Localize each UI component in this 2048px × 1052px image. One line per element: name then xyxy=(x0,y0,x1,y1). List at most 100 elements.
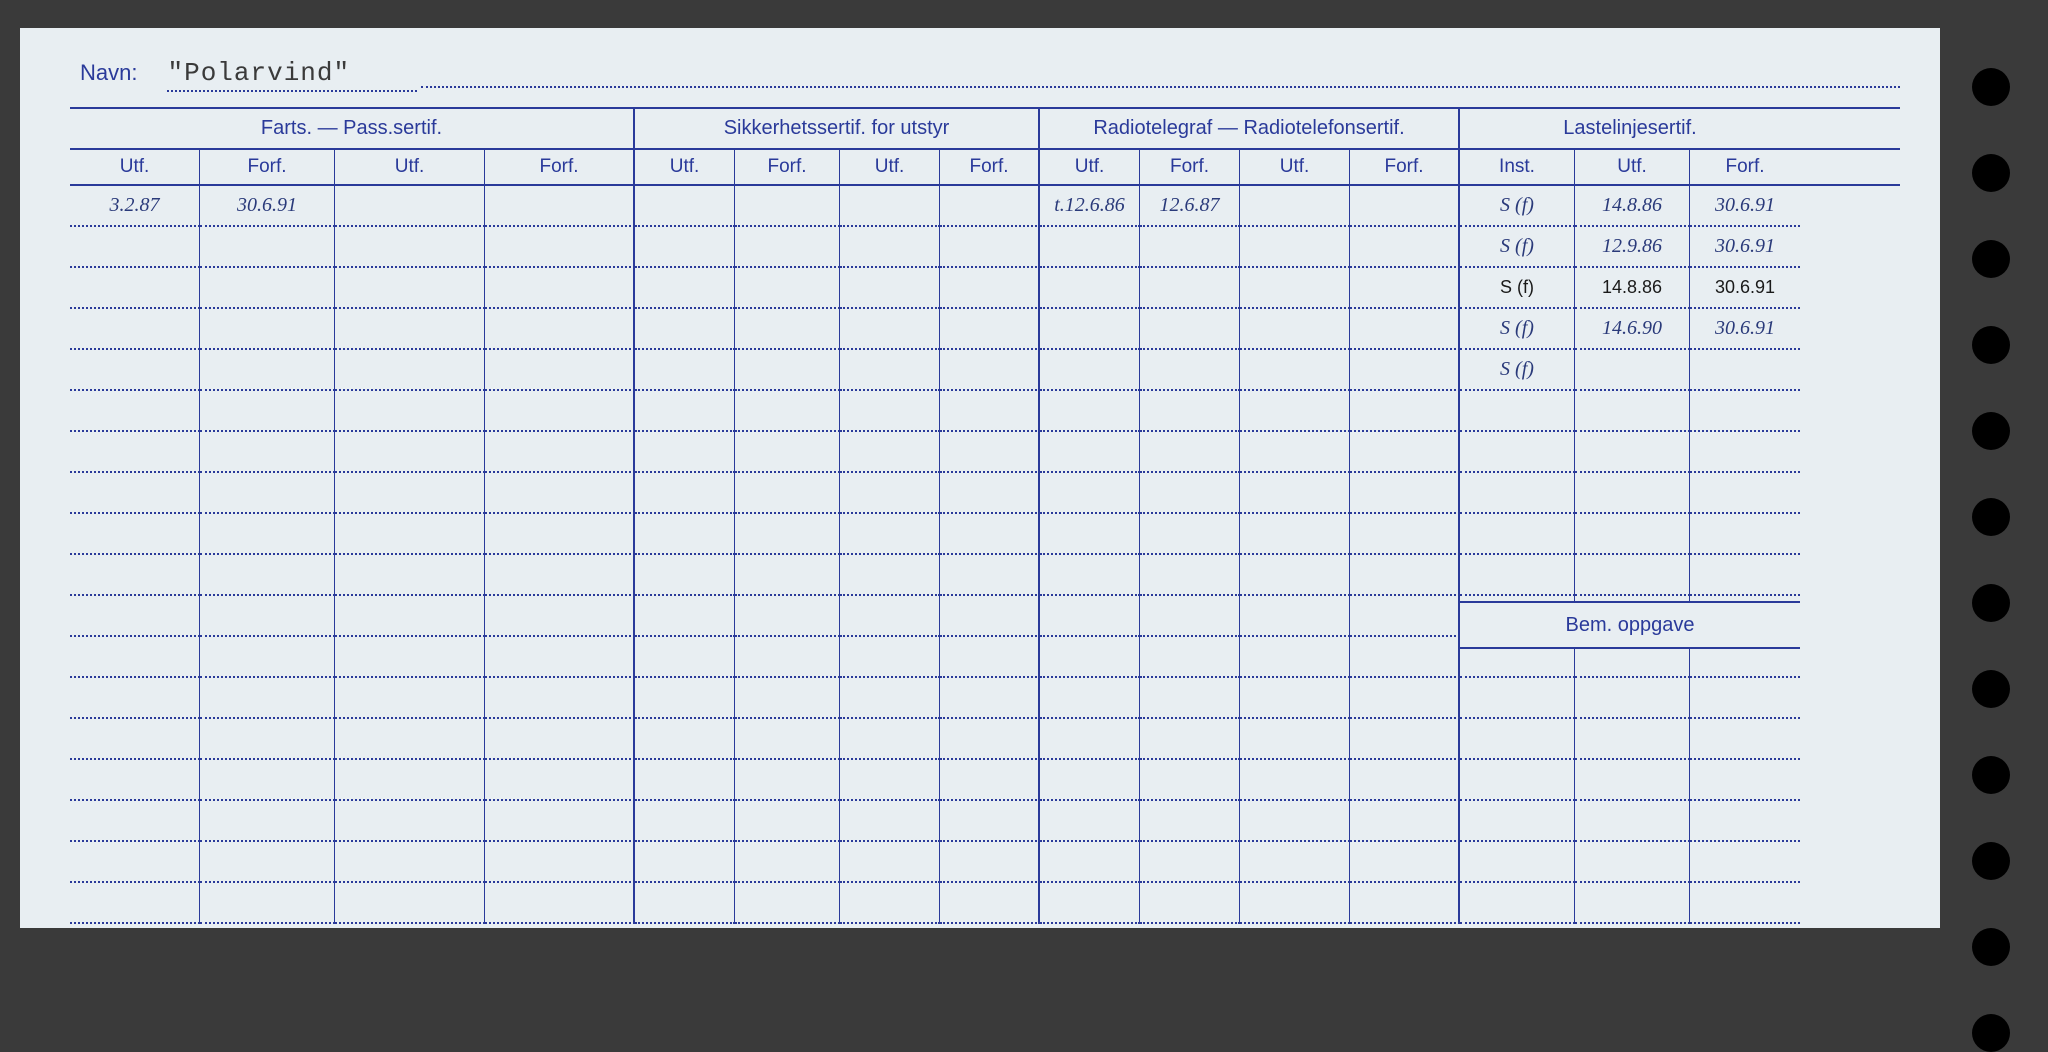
cell xyxy=(840,350,940,391)
cell xyxy=(635,432,735,473)
cell xyxy=(1460,801,1575,842)
binder-hole xyxy=(1972,412,2010,450)
cell xyxy=(70,473,200,514)
col-h-8: Forf. xyxy=(940,150,1040,184)
cell xyxy=(735,227,840,268)
cell: 12.6.87 xyxy=(1140,186,1240,227)
cell xyxy=(70,842,200,883)
cell xyxy=(735,596,840,637)
cell xyxy=(735,883,840,924)
cell xyxy=(1140,432,1240,473)
cell xyxy=(485,842,635,883)
cell xyxy=(200,432,335,473)
cell xyxy=(1460,719,1575,760)
cell: 14.8.86 xyxy=(1575,186,1690,227)
cell xyxy=(840,227,940,268)
cell xyxy=(1690,391,1800,432)
cell xyxy=(635,637,735,678)
col-h-10: Forf. xyxy=(1140,150,1240,184)
cell: 3.2.87 xyxy=(70,186,200,227)
table-row xyxy=(70,555,1900,596)
cell xyxy=(1240,514,1350,555)
cell xyxy=(1690,514,1800,555)
binder-hole xyxy=(1972,584,2010,622)
cell xyxy=(485,227,635,268)
cell xyxy=(1240,350,1350,391)
cell xyxy=(1575,473,1690,514)
cell xyxy=(1140,268,1240,309)
col-h-13: Inst. xyxy=(1460,150,1575,184)
cell xyxy=(485,637,635,678)
cell xyxy=(940,186,1040,227)
group-lastelinje: Lastelinjesertif. xyxy=(1460,109,1800,148)
cell xyxy=(735,719,840,760)
table-row: S (f) xyxy=(70,350,1900,391)
cell xyxy=(1240,719,1350,760)
cell: 30.6.91 xyxy=(1690,186,1800,227)
cell xyxy=(485,268,635,309)
cell xyxy=(840,883,940,924)
table-row: S (f)14.6.9030.6.91 xyxy=(70,309,1900,350)
cell xyxy=(335,227,485,268)
cell xyxy=(1240,227,1350,268)
cell xyxy=(335,268,485,309)
table-row xyxy=(70,432,1900,473)
cell xyxy=(1040,842,1140,883)
cell xyxy=(735,350,840,391)
cell xyxy=(1575,555,1690,596)
cell: 14.6.90 xyxy=(1575,309,1690,350)
table-row xyxy=(70,473,1900,514)
cell xyxy=(635,883,735,924)
cell xyxy=(1575,801,1690,842)
binder-hole xyxy=(1972,756,2010,794)
cell xyxy=(840,514,940,555)
col-h-12: Forf. xyxy=(1350,150,1460,184)
cell xyxy=(940,678,1040,719)
cell xyxy=(1350,719,1460,760)
cell xyxy=(1140,678,1240,719)
cell: S (f) xyxy=(1460,186,1575,227)
cell xyxy=(840,186,940,227)
cell xyxy=(735,432,840,473)
cell xyxy=(200,883,335,924)
cell xyxy=(1140,309,1240,350)
cell xyxy=(635,719,735,760)
cell xyxy=(735,801,840,842)
cell xyxy=(335,596,485,637)
cell xyxy=(940,350,1040,391)
cell xyxy=(335,637,485,678)
cell xyxy=(940,842,1040,883)
cell xyxy=(1575,514,1690,555)
cell xyxy=(200,391,335,432)
cell xyxy=(635,350,735,391)
cell: S (f) xyxy=(1460,268,1575,309)
cell xyxy=(1350,350,1460,391)
cell xyxy=(1460,514,1575,555)
cell xyxy=(840,309,940,350)
cell xyxy=(1350,678,1460,719)
cell xyxy=(940,432,1040,473)
cell xyxy=(1350,883,1460,924)
cell xyxy=(1140,719,1240,760)
cell xyxy=(485,473,635,514)
cell xyxy=(1350,760,1460,801)
cell xyxy=(1690,801,1800,842)
cell xyxy=(1040,760,1140,801)
col-h-5: Utf. xyxy=(635,150,735,184)
cell: S (f) xyxy=(1460,227,1575,268)
cell xyxy=(940,309,1040,350)
table-row xyxy=(70,842,1900,883)
cell xyxy=(1240,268,1350,309)
table-row xyxy=(70,719,1900,760)
cell xyxy=(1240,473,1350,514)
cell xyxy=(335,801,485,842)
cell xyxy=(635,514,735,555)
cell xyxy=(335,842,485,883)
table-row xyxy=(70,883,1900,924)
cell xyxy=(1350,227,1460,268)
cell xyxy=(200,350,335,391)
cell xyxy=(335,555,485,596)
cell xyxy=(1240,883,1350,924)
cell xyxy=(1140,514,1240,555)
binder-hole xyxy=(1972,68,2010,106)
